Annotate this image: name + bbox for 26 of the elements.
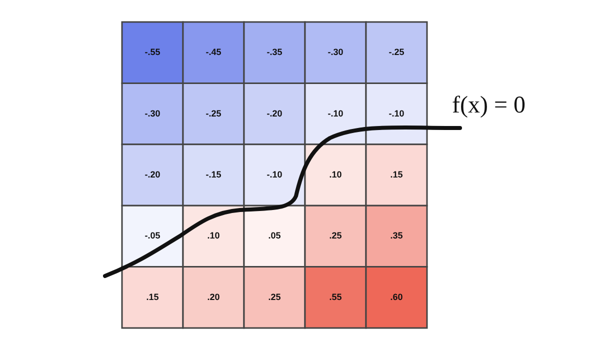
data-label: -.35 xyxy=(266,47,282,58)
data-label: .10 xyxy=(207,230,220,241)
text: f(x) = 0 xyxy=(452,92,526,118)
data-label: -.25 xyxy=(388,47,404,58)
data-label: -.15 xyxy=(206,169,222,180)
data-label: .25 xyxy=(329,230,342,241)
data-label: .05 xyxy=(268,230,281,241)
data-label: .25 xyxy=(268,292,281,302)
data-label: .15 xyxy=(390,169,403,180)
data-label: -.25 xyxy=(206,108,222,118)
data-label: -.05 xyxy=(144,230,160,241)
data-label: .20 xyxy=(207,292,220,302)
data-label: .60 xyxy=(390,292,403,302)
data-label: -.20 xyxy=(144,169,160,180)
data-label: .10 xyxy=(329,169,342,180)
data-label: -.10 xyxy=(388,108,404,118)
data-label: -.30 xyxy=(144,108,160,118)
data-label: -.55 xyxy=(144,47,160,58)
data-label: -.20 xyxy=(266,108,282,118)
data-label: -.10 xyxy=(266,169,282,180)
data-label: -.30 xyxy=(328,47,344,58)
data-label: .15 xyxy=(146,292,159,302)
data-label: .35 xyxy=(390,230,403,241)
data-label: .55 xyxy=(329,292,342,302)
data-label: -.45 xyxy=(206,47,222,58)
data-label: -.10 xyxy=(328,108,344,118)
